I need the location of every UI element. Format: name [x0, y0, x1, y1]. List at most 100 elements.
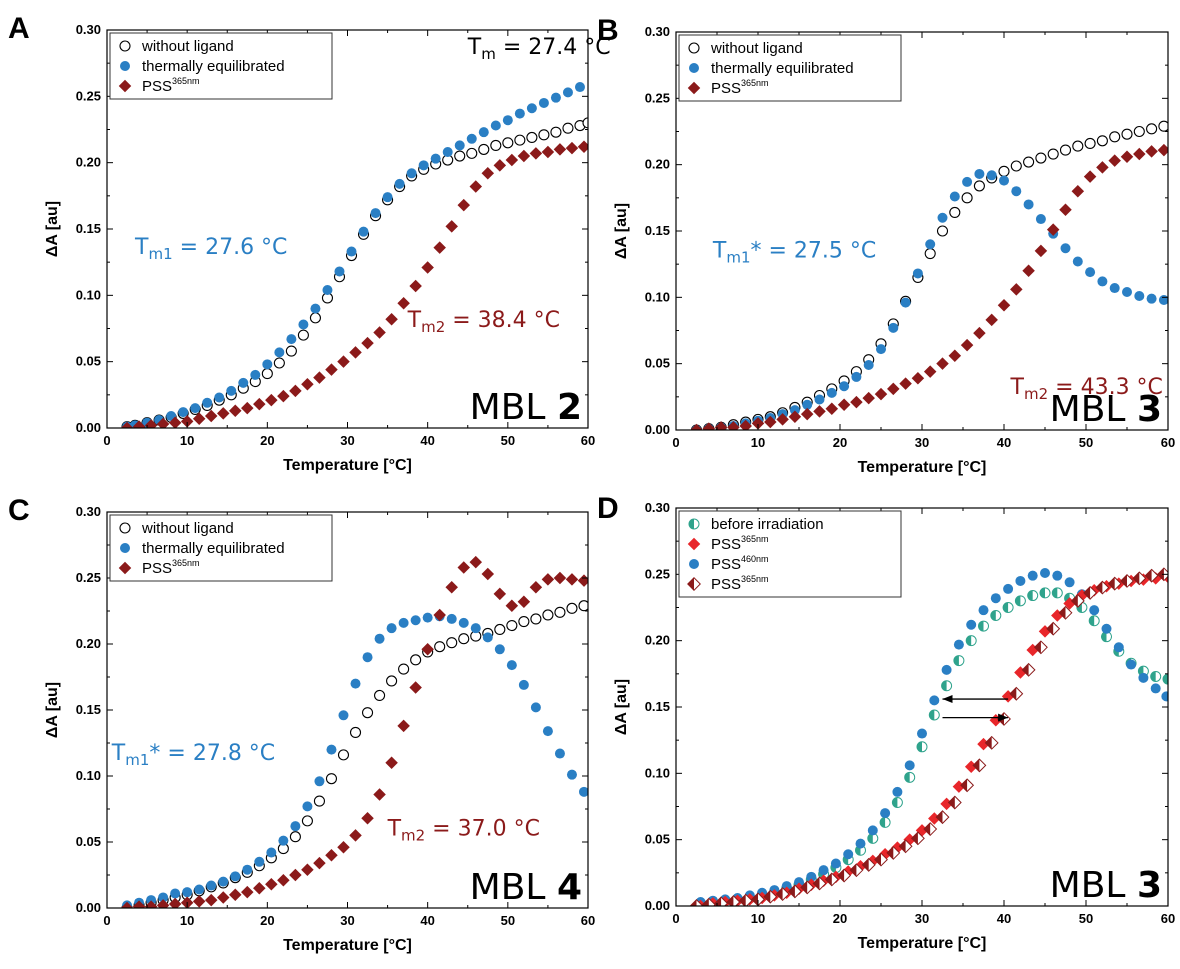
compound-label-number: 4	[557, 867, 582, 908]
data-point-diamond	[277, 389, 290, 403]
data-point-open-circle	[562, 122, 574, 134]
data-point-diamond	[837, 398, 851, 412]
data-point-open-circle	[386, 675, 398, 687]
data-point-diamond	[1157, 143, 1168, 157]
data-point-circle	[867, 825, 878, 836]
data-point-circle	[888, 322, 899, 333]
data-point-circle	[1089, 605, 1100, 616]
y-tick-label: 0.00	[76, 900, 101, 915]
data-point-diamond	[253, 397, 266, 411]
data-point-open-circle	[119, 522, 131, 534]
data-point-diamond	[204, 893, 218, 907]
data-point-open-circle	[514, 134, 526, 146]
data-point-half-diamond	[935, 810, 950, 825]
annotation-main: T	[134, 235, 149, 260]
half-circle-fill	[966, 635, 972, 646]
data-point-circle	[941, 664, 952, 675]
x-tick-label: 40	[997, 911, 1011, 926]
half-circle-fill	[978, 621, 984, 632]
compound-label-number: 3	[1137, 389, 1162, 430]
data-point-circle	[478, 127, 489, 138]
data-point-diamond	[553, 571, 567, 585]
x-tick-label: 40	[420, 913, 434, 928]
annotation-value: = 37.0 °C	[425, 816, 540, 841]
data-point-diamond	[265, 393, 278, 407]
data-point-half-diamond	[874, 852, 888, 867]
y-tick-label: 0.20	[645, 633, 670, 648]
x-axis-title: Temperature [°C]	[283, 457, 412, 474]
data-point-diamond	[469, 555, 483, 569]
data-point-diamond	[469, 180, 483, 193]
legend-label: PSS365nm	[711, 78, 769, 97]
data-point-diamond	[887, 382, 900, 396]
half-diamond-fill	[862, 858, 869, 872]
data-point-circle	[406, 168, 417, 179]
data-point-half-diamond	[1144, 568, 1159, 583]
data-point-open-circle	[349, 726, 362, 738]
data-point-circle	[880, 808, 891, 819]
panel-letter: B	[597, 14, 619, 47]
legend-entry: thermally equilibrated	[689, 60, 854, 77]
data-point-circle	[170, 888, 181, 899]
data-point-half-diamond	[910, 831, 925, 846]
x-tick-label: 20	[833, 435, 847, 450]
data-point-open-circle	[285, 345, 297, 357]
half-circle-fill	[990, 610, 996, 621]
data-point-circle	[262, 359, 273, 370]
legend: before irradiationPSS365nmPSS460nmPSS365…	[678, 510, 902, 598]
y-tick-label: 0.15	[76, 221, 101, 236]
data-point-circle	[912, 268, 923, 279]
data-point-open-circle	[961, 192, 973, 204]
data-point-circle	[302, 801, 313, 812]
legend-text-main: thermally equilibrated	[142, 58, 285, 75]
data-point-circle	[978, 605, 989, 616]
legend-label: without ligand	[141, 520, 234, 537]
data-point-diamond	[541, 145, 555, 159]
y-tick-label: 0.15	[76, 702, 101, 717]
data-point-circle	[925, 239, 936, 250]
data-point-circle	[990, 593, 1001, 604]
data-point-diamond	[385, 312, 398, 326]
legend-text-sup: 365nm	[741, 574, 769, 584]
data-point-circle	[1027, 570, 1038, 581]
plot-area	[689, 567, 1168, 906]
half-diamond-fill	[960, 779, 968, 792]
data-point-diamond	[156, 417, 170, 428]
data-point-diamond	[776, 413, 789, 426]
data-point-half-circle	[891, 797, 903, 809]
data-point-diamond	[325, 848, 338, 862]
data-point-half-circle	[1027, 590, 1039, 602]
data-point-open-circle	[466, 147, 478, 159]
data-point-open-circle	[526, 131, 538, 144]
annotation-sub: m2	[401, 826, 425, 844]
data-point-open-circle	[458, 633, 470, 645]
half-diamond-fill	[948, 796, 955, 809]
data-point-circle	[158, 892, 169, 903]
data-point-circle	[1146, 293, 1157, 304]
legend-label: PSS365nm	[142, 76, 200, 95]
half-diamond-fill	[825, 873, 832, 886]
annotation-sub: m1	[726, 249, 750, 267]
data-point-circle	[120, 543, 130, 553]
data-point-diamond	[481, 167, 495, 180]
legend-text-sup: 365nm	[172, 76, 200, 86]
tm-annotation: Tm2 = 37.0 °C	[387, 816, 540, 844]
tm-annotation: Tm2 = 43.3 °C	[1010, 375, 1163, 403]
half-diamond-fill	[911, 832, 918, 845]
y-tick-label: 0.25	[645, 566, 670, 581]
data-point-open-circle	[924, 248, 936, 260]
series-1	[695, 587, 1168, 906]
data-point-half-circle	[1162, 673, 1168, 685]
data-point-open-circle	[538, 129, 550, 141]
half-diamond-fill	[776, 887, 783, 901]
y-tick-label: 0.30	[645, 24, 670, 39]
legend-label: PSS365nm	[711, 574, 769, 593]
half-diamond-fill	[985, 736, 992, 750]
data-point-circle	[298, 319, 309, 330]
half-circle-fill	[1163, 674, 1168, 685]
legend-text-sup: 365nm	[741, 534, 769, 544]
data-point-half-diamond	[960, 778, 975, 793]
data-point-open-circle	[325, 773, 338, 785]
